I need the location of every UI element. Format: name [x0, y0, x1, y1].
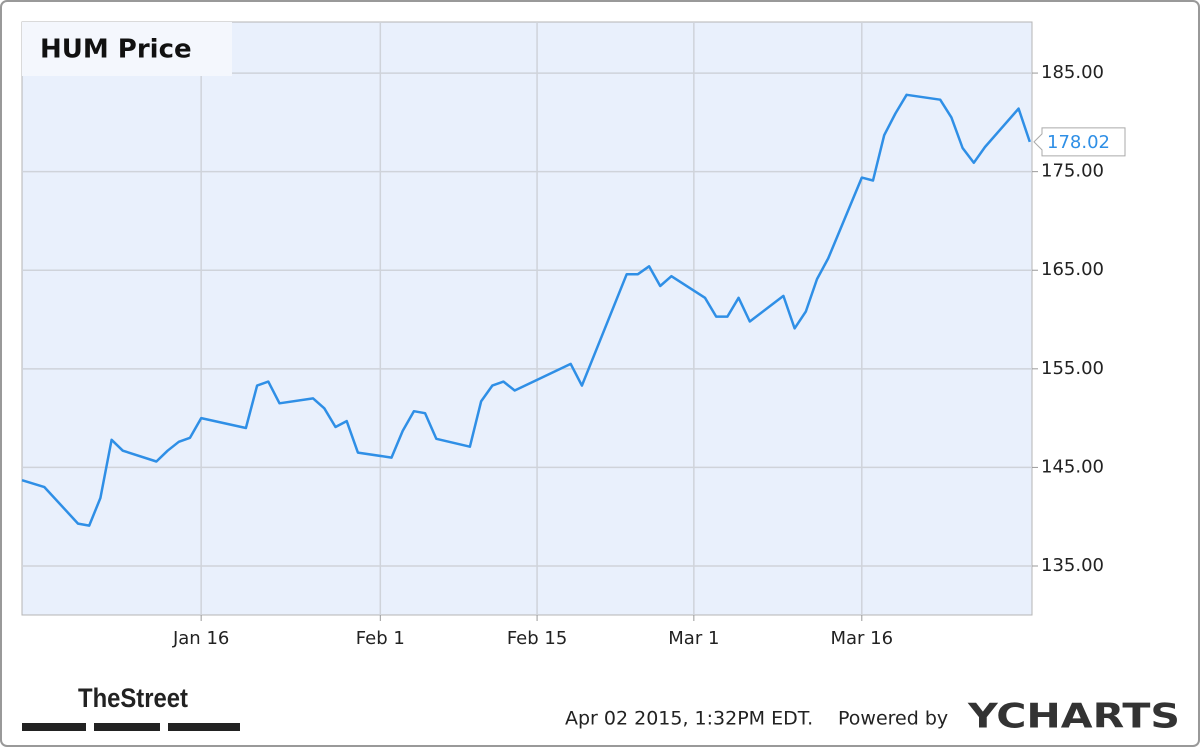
- logo-bar: [22, 723, 86, 731]
- last-value-box: [1033, 127, 1126, 157]
- logo: TheStreet: [78, 683, 188, 713]
- x-tick-label: Jan 16: [172, 628, 229, 649]
- y-tick-label: 185.00: [1041, 62, 1104, 83]
- title-box: [22, 22, 232, 76]
- x-tick-label: Feb 15: [507, 628, 568, 649]
- plot-area: [21, 21, 1033, 616]
- powered-by: Powered by: [838, 708, 948, 730]
- brand: YCHARTS: [967, 697, 1180, 737]
- last-value-label: 178.02: [1047, 132, 1110, 153]
- timestamp: Apr 02 2015, 1:32PM EDT.: [565, 708, 813, 730]
- x-tick-label: Mar 16: [831, 628, 894, 649]
- y-tick-label: 155.00: [1041, 358, 1104, 379]
- y-tick-label: 165.00: [1041, 259, 1104, 280]
- logo-bar: [94, 723, 160, 731]
- y-tick-label: 175.00: [1041, 161, 1104, 182]
- x-tick-label: Mar 1: [668, 628, 719, 649]
- grid: [22, 22, 1032, 615]
- x-tick-label: Feb 1: [356, 628, 405, 649]
- price-line: [21, 93, 1031, 527]
- y-tick-label: 135.00: [1041, 555, 1104, 576]
- chart-title: HUM Price: [40, 35, 192, 65]
- y-tick-label: 145.00: [1041, 456, 1104, 477]
- logo-bar: [168, 723, 240, 731]
